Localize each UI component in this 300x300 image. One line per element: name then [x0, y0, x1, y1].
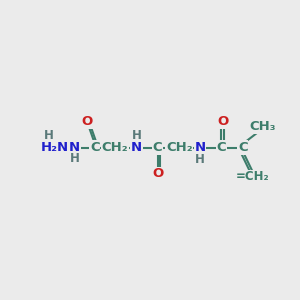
Text: O: O — [217, 115, 228, 128]
Text: H: H — [195, 154, 205, 166]
Text: O: O — [152, 167, 163, 180]
Text: CH₂: CH₂ — [166, 141, 193, 154]
Text: C: C — [153, 141, 162, 154]
Text: H: H — [132, 129, 142, 142]
Text: C: C — [90, 141, 100, 154]
Text: =CH₂: =CH₂ — [236, 170, 269, 183]
Text: N: N — [69, 141, 80, 154]
Text: N: N — [131, 141, 142, 154]
Text: CH₃: CH₃ — [249, 120, 275, 134]
Text: H: H — [44, 129, 53, 142]
Text: N: N — [195, 141, 206, 154]
Text: C: C — [238, 141, 248, 154]
Text: H: H — [70, 152, 80, 165]
Text: H₂N: H₂N — [40, 141, 69, 154]
Text: CH₂: CH₂ — [102, 141, 128, 154]
Text: C: C — [216, 141, 226, 154]
Text: O: O — [82, 115, 93, 128]
